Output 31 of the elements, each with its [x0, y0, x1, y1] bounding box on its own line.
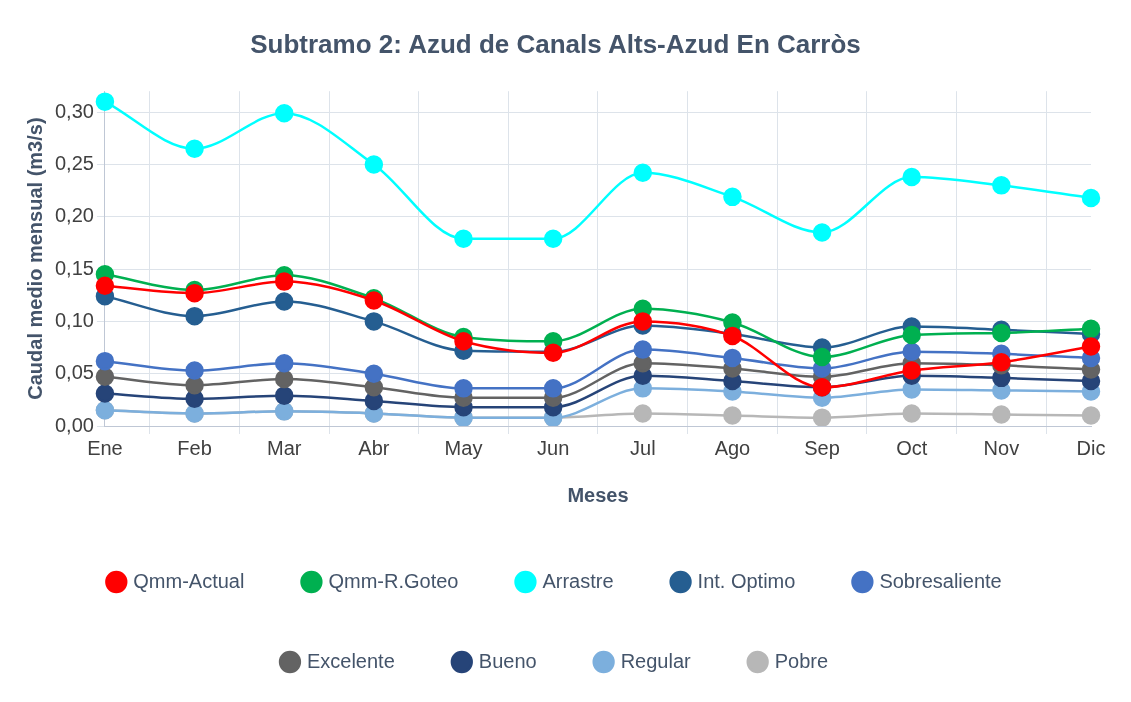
y-tick-label: 0,30	[54, 99, 94, 122]
x-tick-label: Dic	[1076, 436, 1106, 459]
x-tick-label: Ago	[714, 436, 751, 459]
legend-label: Qmm-R.Goteo	[328, 569, 459, 592]
x-tick-label: Feb	[177, 436, 212, 459]
y-tick-label: 0,20	[54, 204, 94, 227]
legend-label: Arrastre	[542, 569, 614, 592]
legend-label: Sobresaliente	[879, 569, 1002, 592]
y-tick-label: 0,05	[54, 361, 94, 384]
x-tick-label: Mar	[266, 436, 302, 459]
x-tick-label: May	[444, 436, 483, 459]
legend-label: Bueno	[478, 649, 537, 672]
x-tick-label: Ene	[87, 436, 123, 459]
y-tick-label: 0,10	[54, 308, 94, 331]
legend-label: Regular	[620, 649, 692, 672]
x-axis-title: Meses	[567, 483, 629, 506]
x-tick-label: Jul	[630, 436, 656, 459]
x-tick-label: Abr	[358, 436, 390, 459]
chart-title: Subtramo 2: Azud de Canals Alts-Azud En Carròs	[250, 28, 861, 59]
legend-label: Int. Optimo	[697, 569, 796, 592]
y-tick-label: 0,25	[54, 151, 94, 174]
x-tick-label: Nov	[983, 436, 1020, 459]
x-tick-label: Oct	[896, 436, 928, 459]
y-tick-label: 0,00	[54, 413, 94, 436]
y-axis-title: Caudal medio mensual (m3/s)	[23, 117, 46, 400]
x-tick-label: Sep	[804, 436, 840, 459]
x-tick-label: Jun	[537, 436, 570, 459]
legend-label: Excelente	[306, 649, 395, 672]
y-tick-label: 0,15	[54, 256, 94, 279]
legend-label: Qmm-Actual	[133, 569, 245, 592]
legend-label: Pobre	[774, 649, 829, 672]
